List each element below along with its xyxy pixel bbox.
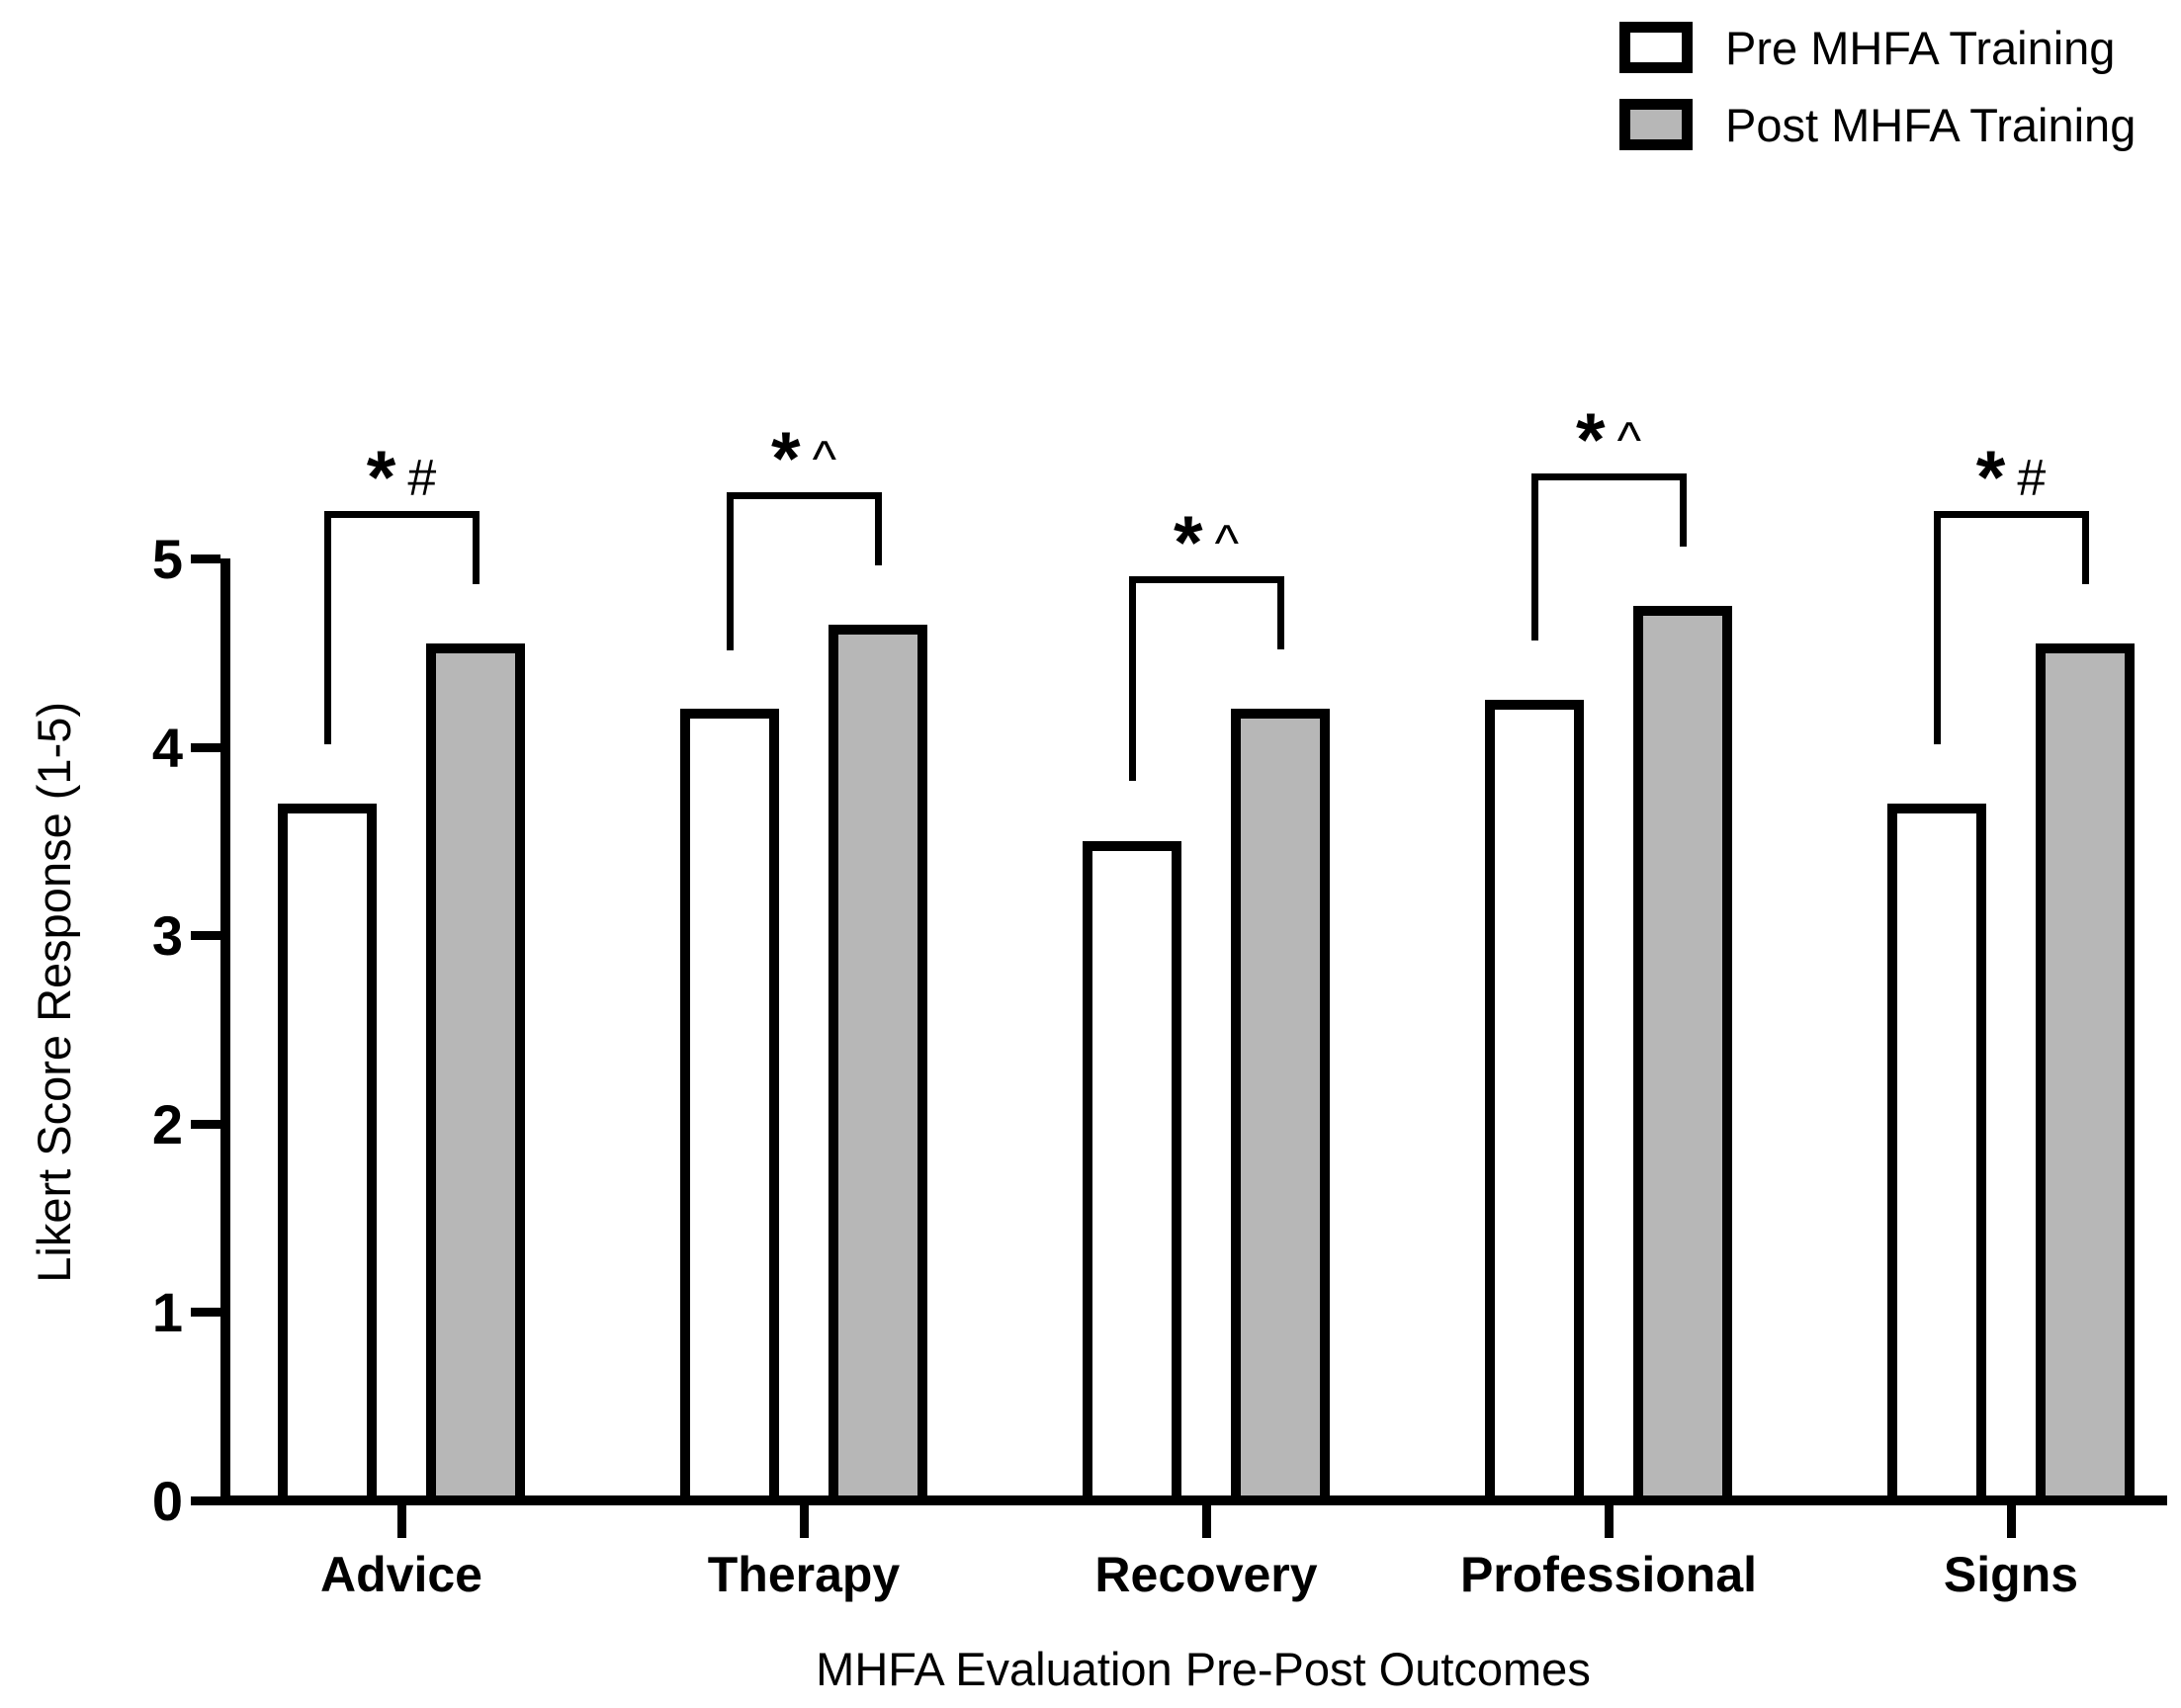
- legend-item-pre: Pre MHFA Training: [1619, 22, 2136, 73]
- y-axis-tick: [191, 1120, 220, 1129]
- sig-bracket-top: [324, 511, 480, 518]
- x-axis-tick: [2007, 1505, 2016, 1538]
- asterisk-marker: *: [1975, 436, 2006, 520]
- bar-pre-advice: [278, 804, 377, 1505]
- secondary-marker: #: [2017, 450, 2047, 507]
- secondary-marker: ^: [812, 431, 836, 488]
- sig-bracket-top: [1531, 473, 1687, 480]
- category-label-advice: Advice: [320, 1547, 482, 1602]
- sig-bracket-left-leg: [1129, 576, 1136, 781]
- x-axis-tick: [800, 1505, 809, 1538]
- legend-swatch-post-icon: [1619, 99, 1693, 150]
- legend-label-pre: Pre MHFA Training: [1725, 21, 2116, 74]
- significance-label: * #: [1863, 441, 2159, 516]
- asterisk-marker: *: [1174, 501, 1203, 585]
- secondary-marker: ^: [1616, 412, 1641, 470]
- legend-label-post: Post MHFA Training: [1725, 98, 2137, 151]
- y-tick-label: 2: [151, 1093, 183, 1155]
- y-tick-label: 5: [151, 528, 183, 590]
- sig-bracket-top: [1934, 511, 2089, 518]
- x-axis-title: MHFA Evaluation Pre-Post Outcomes: [816, 1643, 1591, 1695]
- y-axis-tick: [191, 931, 220, 940]
- bar-pre-signs: [1887, 804, 1986, 1505]
- sig-bracket-left-leg: [1934, 511, 1941, 744]
- legend-swatch-pre-icon: [1619, 22, 1693, 73]
- secondary-marker: ^: [1214, 515, 1239, 572]
- bar-post-advice: [426, 643, 525, 1505]
- significance-label: * ^: [1058, 506, 1354, 581]
- significance-label: * ^: [655, 422, 952, 497]
- sig-bracket-left-leg: [1531, 473, 1538, 640]
- sig-bracket-left-leg: [727, 492, 734, 650]
- y-tick-label: 1: [151, 1281, 183, 1343]
- sig-bracket-top: [1129, 576, 1284, 583]
- x-axis-tick: [1202, 1505, 1211, 1538]
- sig-bracket-right-leg: [473, 511, 480, 584]
- chart-legend: Pre MHFA Training Post MHFA Training: [1619, 22, 2136, 176]
- y-axis-tick: [191, 1308, 220, 1317]
- y-axis-tick: [191, 743, 220, 752]
- y-axis-tick: [191, 555, 220, 563]
- y-tick-label: 3: [151, 904, 183, 967]
- asterisk-marker: *: [366, 436, 396, 520]
- bar-post-recovery: [1231, 709, 1330, 1505]
- y-axis-tick: [191, 1496, 220, 1505]
- sig-bracket-right-leg: [1680, 473, 1687, 547]
- x-axis-tick: [397, 1505, 406, 1538]
- significance-label: * ^: [1460, 403, 1757, 478]
- sig-bracket-left-leg: [324, 511, 331, 744]
- y-tick-label: 0: [151, 1470, 183, 1532]
- x-axis-tick: [1605, 1505, 1614, 1538]
- bar-pre-professional: [1485, 700, 1584, 1505]
- asterisk-marker: *: [1576, 398, 1606, 482]
- significance-label: * #: [253, 441, 550, 516]
- category-label-professional: Professional: [1459, 1547, 1758, 1602]
- category-label-signs: Signs: [1943, 1547, 2079, 1602]
- sig-bracket-right-leg: [1277, 576, 1284, 649]
- sig-bracket-top: [727, 492, 882, 499]
- bar-post-professional: [1633, 606, 1732, 1505]
- bar-pre-recovery: [1083, 841, 1181, 1505]
- bar-post-signs: [2036, 643, 2135, 1505]
- y-axis-line: [220, 558, 230, 1505]
- bar-post-therapy: [829, 625, 927, 1505]
- bar-pre-therapy: [680, 709, 779, 1505]
- category-label-recovery: Recovery: [1094, 1547, 1318, 1602]
- x-axis-line: [220, 1495, 2167, 1505]
- y-tick-label: 4: [151, 717, 183, 779]
- sig-bracket-right-leg: [2082, 511, 2089, 584]
- category-label-therapy: Therapy: [707, 1547, 901, 1602]
- legend-item-post: Post MHFA Training: [1619, 99, 2136, 150]
- asterisk-marker: *: [771, 417, 801, 501]
- sig-bracket-right-leg: [875, 492, 882, 565]
- secondary-marker: #: [407, 450, 437, 507]
